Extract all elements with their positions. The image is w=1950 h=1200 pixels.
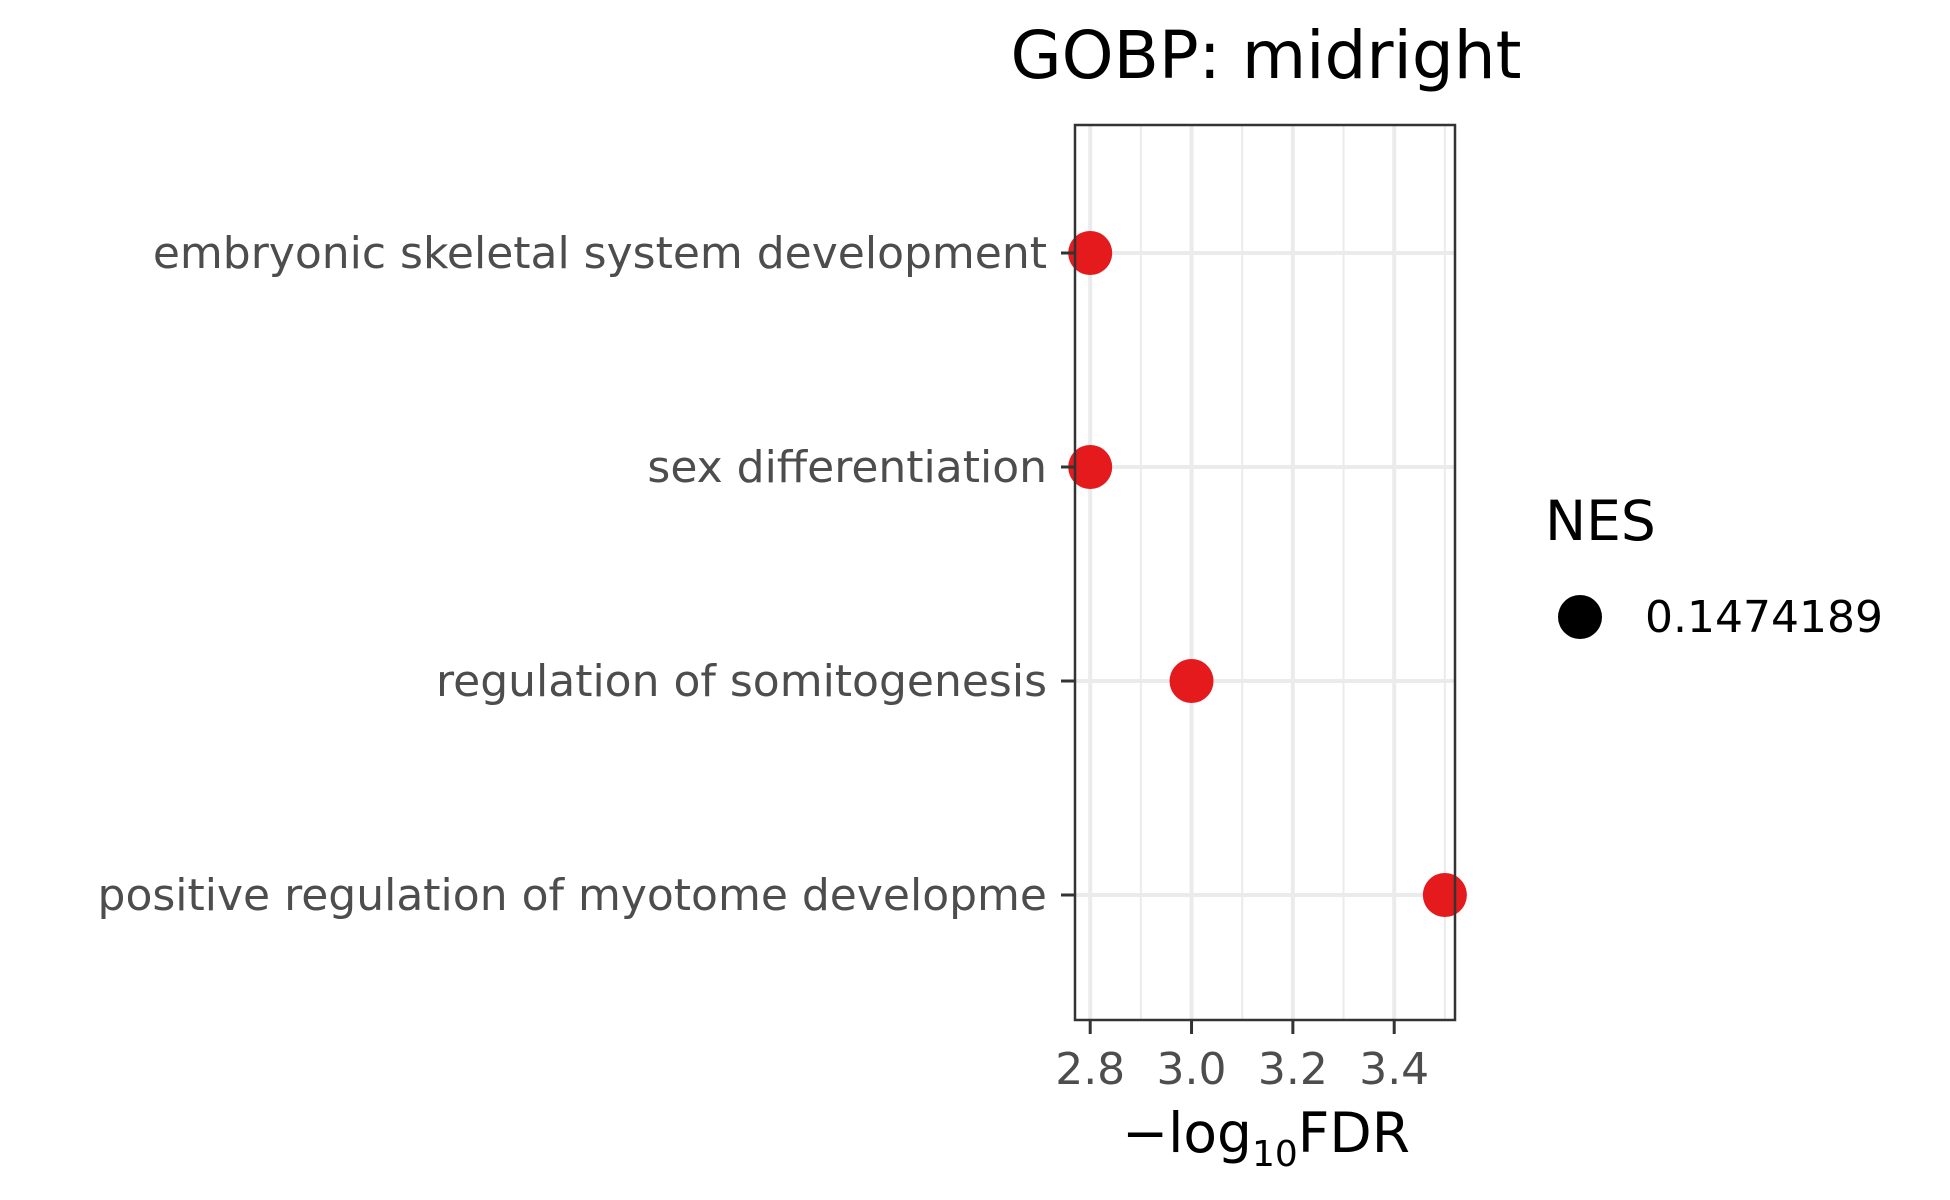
x-axis: 2.8 3.0 3.2 3.4 (1055, 1020, 1429, 1095)
chart-title: GOBP: midright (1011, 17, 1522, 94)
y-tick-label: positive regulation of myotome developme (98, 870, 1047, 921)
y-axis: embryonic skeletal system development sex… (98, 228, 1075, 921)
legend: NES 0.1474189 (1545, 489, 1883, 643)
data-point (1068, 445, 1113, 489)
data-point (1169, 659, 1214, 703)
x-tick-label: 3.4 (1359, 1044, 1429, 1095)
plot-panel-border (1073, 123, 1457, 1022)
data-point (1068, 231, 1113, 275)
x-tick-label: 3.2 (1258, 1044, 1328, 1095)
x-tick-label: 2.8 (1055, 1044, 1125, 1095)
x-tick-label: 3.0 (1157, 1044, 1227, 1095)
y-tick-label: sex differentiation (647, 442, 1047, 493)
x-axis-title-subscript: 10 (1252, 1134, 1298, 1175)
x-axis-title: −log10FDR (1122, 1101, 1410, 1175)
data-point (1422, 873, 1467, 917)
legend-key-dot (1558, 595, 1602, 639)
x-axis-title-tail: FDR (1298, 1101, 1410, 1165)
points-layer (1068, 231, 1467, 917)
legend-title: NES (1545, 489, 1656, 553)
x-axis-title-main: −log (1122, 1101, 1252, 1165)
y-tick-label: regulation of somitogenesis (436, 656, 1047, 707)
legend-label: 0.1474189 (1645, 592, 1883, 643)
grid-layer (1075, 125, 1455, 1020)
y-tick-label: embryonic skeletal system development (153, 228, 1047, 279)
